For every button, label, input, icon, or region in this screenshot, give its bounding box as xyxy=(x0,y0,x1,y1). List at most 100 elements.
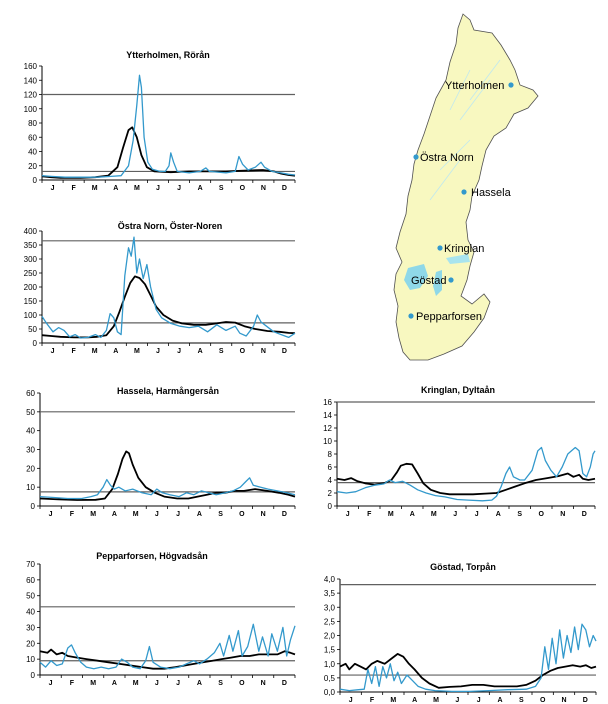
y-tick-label: 100 xyxy=(24,311,38,320)
x-tick-label: N xyxy=(561,697,566,704)
x-tick-label: O xyxy=(240,348,246,355)
y-tick-label: 1,5 xyxy=(324,646,336,655)
x-tick-label: J xyxy=(475,511,479,518)
y-tick-label: 60 xyxy=(28,133,37,142)
chart-panel: Pepparforsen, Högvadsån 0 10 20 30 40 50 60 70 J F… xyxy=(26,551,296,687)
x-tick-label: M xyxy=(134,348,140,355)
y-tick-label: 3,5 xyxy=(324,589,336,598)
x-tick-label: J xyxy=(156,348,160,355)
x-tick-label: J xyxy=(156,185,160,192)
series-line-black xyxy=(336,462,596,496)
x-tick-label: M xyxy=(92,185,98,192)
y-tick-label: 1,0 xyxy=(324,660,336,669)
place-label: Ytterholmen xyxy=(445,80,504,92)
y-tick-label: 0 xyxy=(33,176,38,185)
y-tick-label: 50 xyxy=(26,592,35,601)
x-tick-label: M xyxy=(433,697,439,704)
x-tick-label: N xyxy=(261,680,266,687)
y-tick-label: 10 xyxy=(26,655,35,664)
x-tick-label: J xyxy=(453,511,457,518)
lake-vanern xyxy=(404,264,428,290)
x-tick-label: A xyxy=(112,680,117,687)
x-tick-label: J xyxy=(346,511,350,518)
place-marker xyxy=(413,154,419,160)
y-tick-label: 30 xyxy=(26,446,35,455)
sweden-map: Ytterholmen Östra Norn Hassela Kringlan Göst… xyxy=(393,13,539,361)
x-tick-label: A xyxy=(412,697,417,704)
chart-title: Hassela, Harmångersån xyxy=(117,386,219,396)
y-tick-label: 250 xyxy=(24,269,38,278)
series-line-blue xyxy=(41,236,296,339)
x-tick-label: M xyxy=(90,680,96,687)
y-tick-label: 2,0 xyxy=(324,632,336,641)
place-label: Pepparforsen xyxy=(416,311,482,323)
y-tick-label: 0,5 xyxy=(324,674,336,683)
y-tick-label: 0 xyxy=(31,671,36,680)
series-line-black xyxy=(39,450,296,501)
x-tick-label: N xyxy=(560,511,565,518)
y-tick-label: 60 xyxy=(26,576,35,585)
y-tick-label: 3,0 xyxy=(324,603,336,612)
series-line-blue xyxy=(339,623,597,693)
y-tick-label: 0 xyxy=(33,339,38,348)
x-tick-label: D xyxy=(282,348,287,355)
x-tick-label: D xyxy=(582,511,587,518)
chart-panel: Ytterholmen, Rörån 0 20 40 60 80 100 120 140 160 J… xyxy=(24,50,296,192)
x-tick-label: J xyxy=(155,680,159,687)
x-tick-label: J xyxy=(455,697,459,704)
y-tick-label: 2 xyxy=(328,489,333,498)
x-tick-label: D xyxy=(282,680,287,687)
x-tick-label: A xyxy=(197,511,202,518)
y-tick-label: 10 xyxy=(323,437,332,446)
series-line-blue xyxy=(336,446,596,502)
y-tick-label: 80 xyxy=(28,119,37,128)
series-line-black xyxy=(41,126,296,179)
x-tick-label: F xyxy=(367,511,372,518)
y-tick-label: 8 xyxy=(328,450,333,459)
x-tick-label: M xyxy=(390,697,396,704)
x-tick-label: A xyxy=(198,348,203,355)
y-tick-label: 350 xyxy=(24,241,38,250)
x-tick-label: O xyxy=(239,511,245,518)
x-tick-label: D xyxy=(583,697,588,704)
y-tick-label: 120 xyxy=(24,91,38,100)
y-tick-label: 6 xyxy=(328,463,333,472)
x-tick-label: M xyxy=(388,511,394,518)
chart-title: Kringlan, Dyltaån xyxy=(421,385,495,395)
x-tick-label: S xyxy=(218,680,223,687)
sweden-land xyxy=(393,13,539,361)
x-tick-label: A xyxy=(113,348,118,355)
x-tick-label: F xyxy=(71,185,76,192)
x-tick-label: O xyxy=(239,680,245,687)
x-tick-label: A xyxy=(410,511,415,518)
x-tick-label: N xyxy=(261,348,266,355)
place-marker xyxy=(448,277,454,283)
y-tick-label: 160 xyxy=(24,62,38,71)
x-tick-label: D xyxy=(282,185,287,192)
x-tick-label: F xyxy=(70,511,75,518)
place-marker xyxy=(408,313,414,319)
y-tick-label: 14 xyxy=(323,411,332,420)
x-tick-label: J xyxy=(349,697,353,704)
y-tick-label: 4,0 xyxy=(324,575,336,584)
x-tick-label: J xyxy=(49,511,53,518)
series-line-blue xyxy=(39,623,296,670)
x-tick-label: M xyxy=(133,511,139,518)
x-tick-label: A xyxy=(496,511,501,518)
lake-malaren xyxy=(446,254,470,264)
series-line-blue xyxy=(41,74,296,178)
place-marker xyxy=(508,82,514,88)
x-tick-label: N xyxy=(261,185,266,192)
y-tick-label: 70 xyxy=(26,560,35,569)
x-tick-label: A xyxy=(197,680,202,687)
y-tick-label: 300 xyxy=(24,255,38,264)
x-tick-label: J xyxy=(176,680,180,687)
x-tick-label: M xyxy=(134,185,140,192)
place-marker xyxy=(461,189,467,195)
x-tick-label: S xyxy=(219,185,224,192)
y-tick-label: 4 xyxy=(328,476,333,485)
y-tick-label: 30 xyxy=(26,623,35,632)
place-label: Hassela xyxy=(471,187,512,199)
river-lines xyxy=(429,59,501,201)
